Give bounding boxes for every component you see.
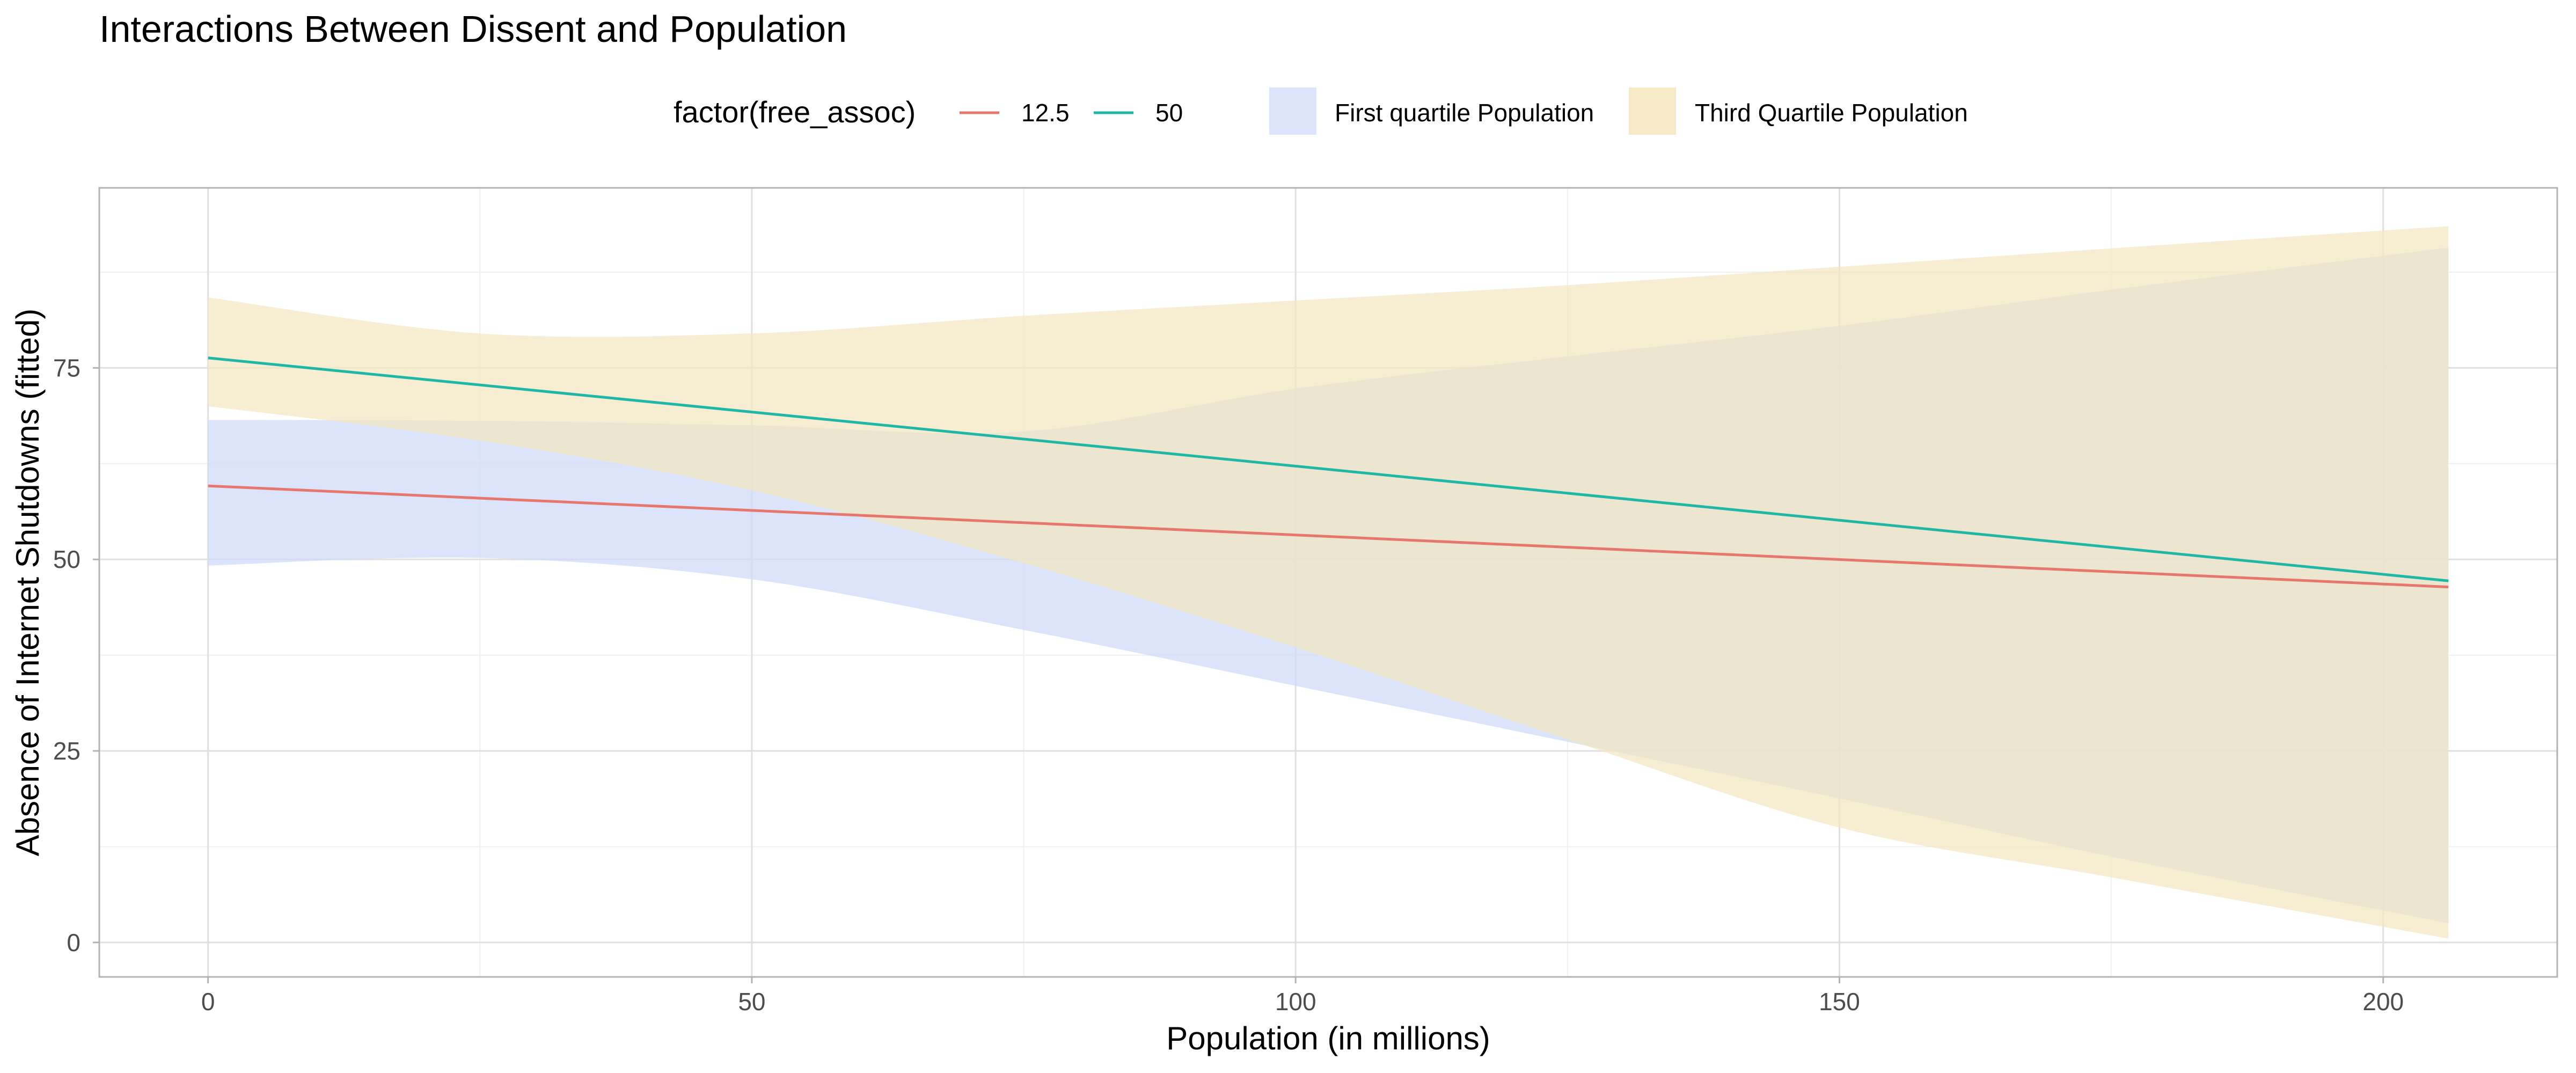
x-tick-label: 0 <box>201 988 215 1016</box>
x-tick-label: 200 <box>2362 988 2404 1016</box>
confidence-bands <box>208 226 2449 939</box>
y-tick-label: 50 <box>53 545 80 573</box>
series-line-50 <box>208 356 2449 582</box>
series-line-12-5 <box>208 484 2449 589</box>
x-tick-label: 100 <box>1275 988 1316 1016</box>
chart-title: Interactions Between Dissent and Populat… <box>99 8 847 50</box>
legend-label-first-quartile: First quartile Population <box>1335 99 1594 127</box>
y-axis-ticks: 0 25 50 75 <box>53 354 99 957</box>
y-tick-label: 25 <box>53 737 80 765</box>
y-tick-label: 0 <box>67 929 80 957</box>
legend-fill-swatch-first-quartile <box>1269 87 1316 135</box>
legend: factor(free_assoc) 12.5 50 First quartil… <box>674 87 1968 135</box>
legend-label-third-quartile: Third Quartile Population <box>1695 99 1968 127</box>
legend-label-50: 50 <box>1155 99 1183 127</box>
legend-fill-swatch-third-quartile <box>1629 87 1676 135</box>
series-lines <box>208 356 2449 589</box>
x-tick-label: 50 <box>738 988 765 1016</box>
y-tick-label: 75 <box>53 354 80 382</box>
band-third-quartile <box>208 226 2449 939</box>
x-tick-label: 150 <box>1819 988 1860 1016</box>
y-axis-title: Absence of Internet Shutdowns (fitted) <box>10 309 46 857</box>
legend-title: factor(free_assoc) <box>674 95 916 129</box>
plot-border <box>98 187 2558 978</box>
x-axis-title: Population (in millions) <box>1166 1020 1490 1056</box>
legend-label-12-5: 12.5 <box>1021 99 1070 127</box>
x-axis-ticks: 0 50 100 150 200 <box>201 977 2404 1016</box>
